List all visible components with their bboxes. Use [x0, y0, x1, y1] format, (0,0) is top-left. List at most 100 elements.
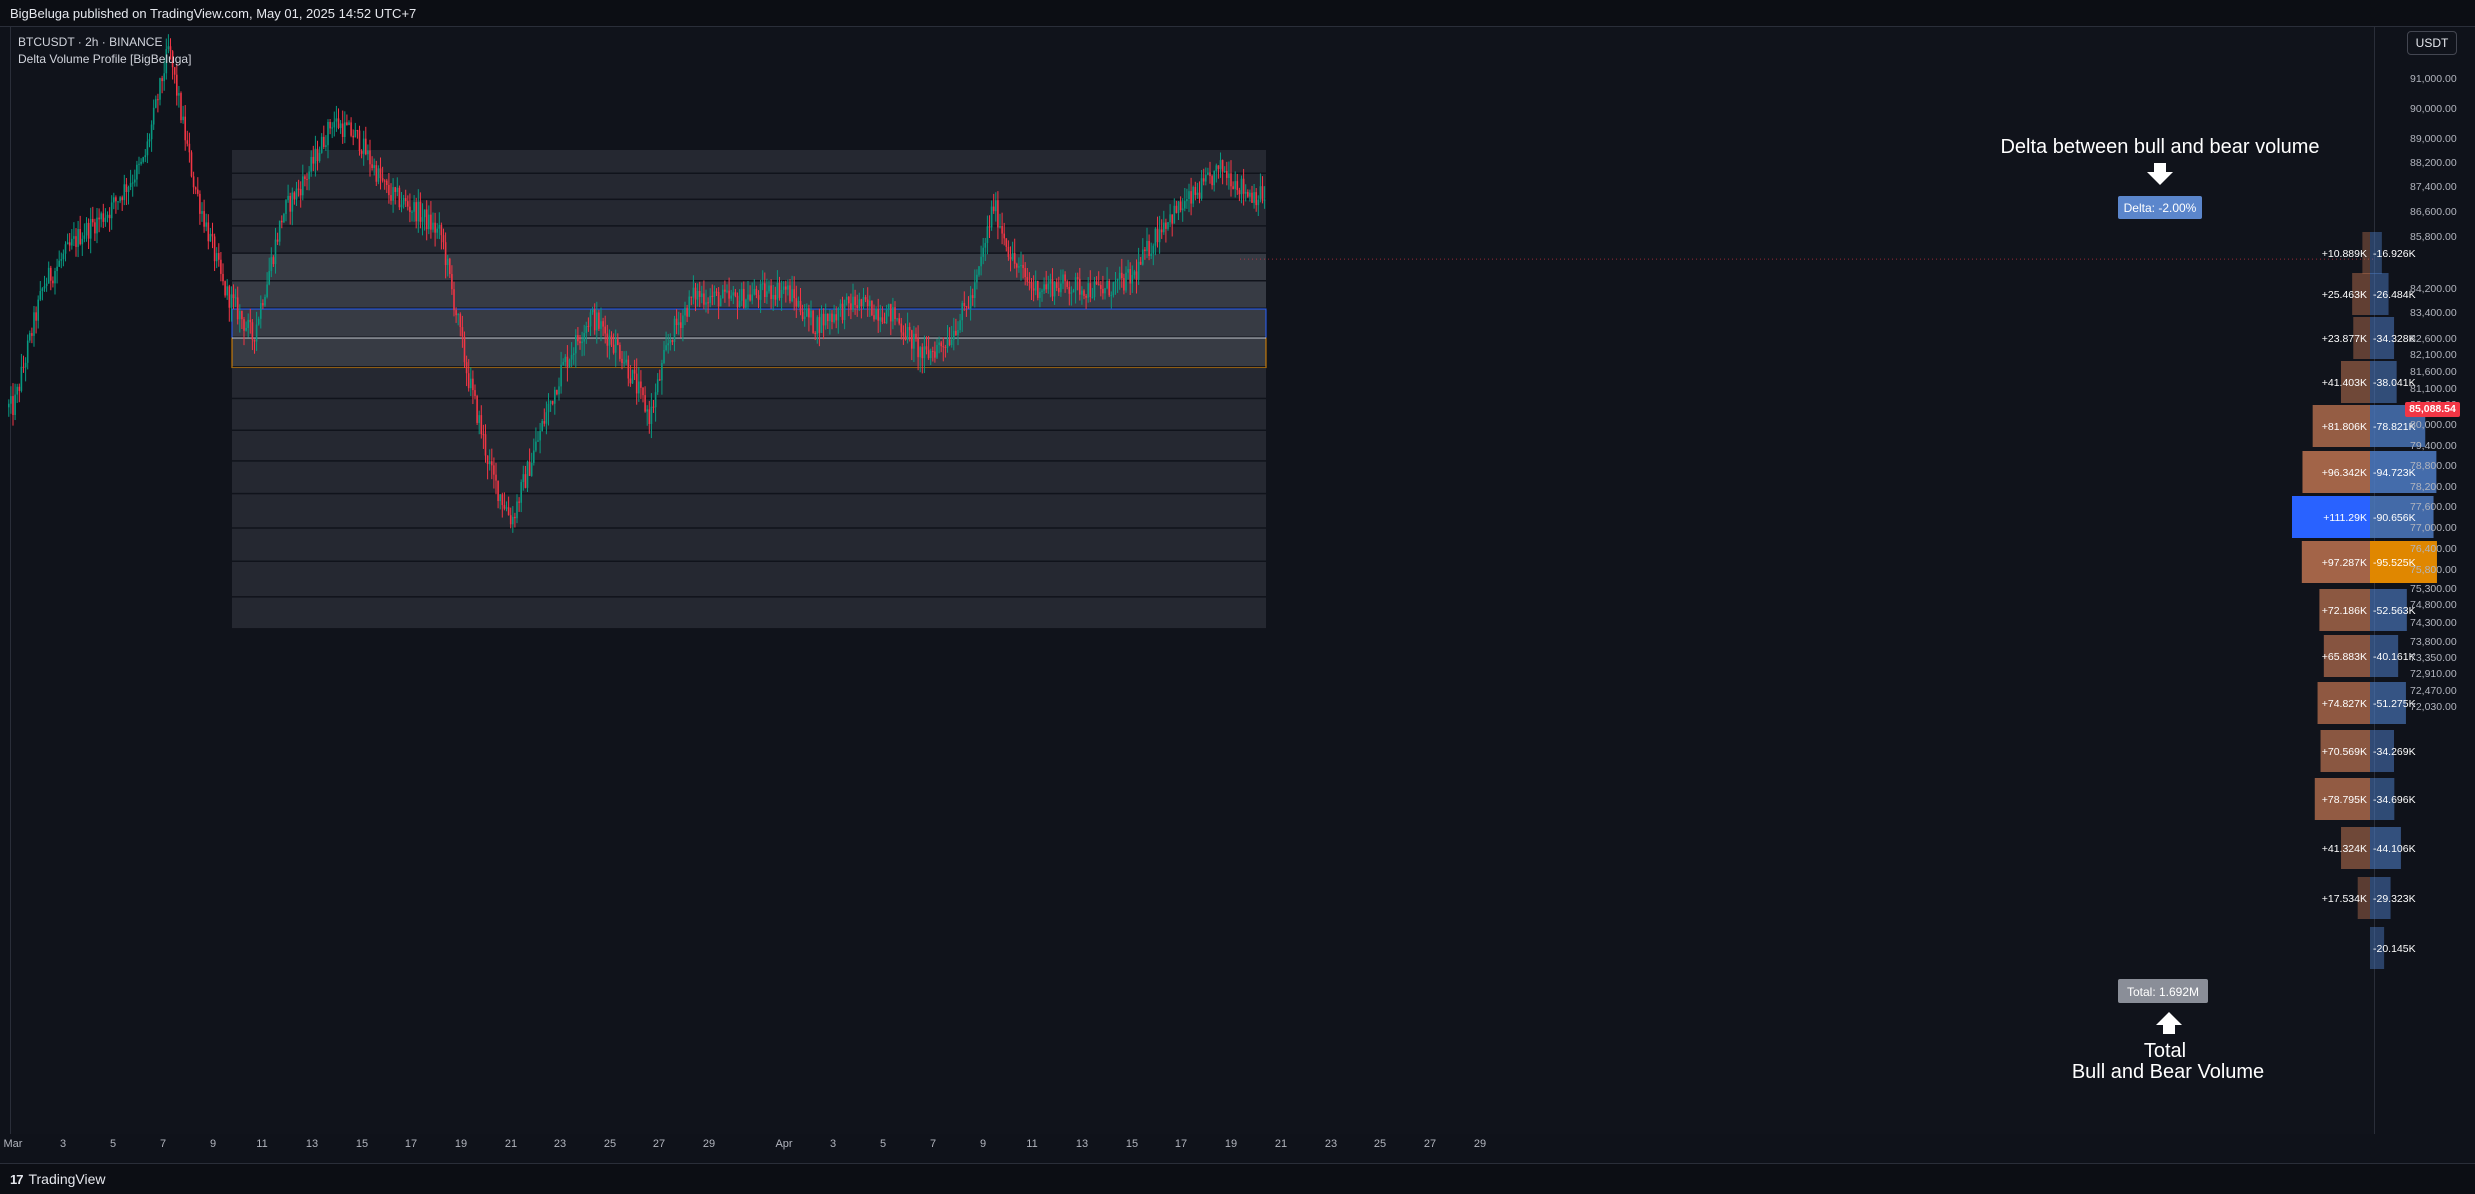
- candle-body: [1230, 173, 1232, 187]
- candle-body: [745, 299, 747, 308]
- candle-body: [795, 298, 798, 307]
- profile-band: [232, 562, 1266, 597]
- candle-body: [743, 288, 745, 308]
- candle-body: [108, 214, 111, 219]
- candle-body: [316, 148, 319, 161]
- bear-volume-bar: [2370, 877, 2391, 919]
- candle-body: [1209, 172, 1211, 177]
- candle-body: [266, 284, 268, 297]
- candle-body: [169, 46, 172, 52]
- candle-body: [45, 283, 48, 287]
- candle-body: [491, 461, 493, 466]
- candle-body: [377, 168, 380, 182]
- candle-body: [339, 123, 342, 128]
- candle-body: [995, 200, 997, 212]
- candle-body: [780, 289, 783, 298]
- candle-body: [1007, 246, 1010, 257]
- y-tick-label: 74,300.00: [2410, 617, 2457, 629]
- candle-body: [1223, 171, 1226, 173]
- candle-body: [459, 313, 462, 328]
- candle-body: [1003, 233, 1005, 239]
- x-tick-label: 7: [160, 1138, 166, 1150]
- x-tick-label: 21: [505, 1138, 517, 1150]
- candle-body: [650, 406, 653, 425]
- candle-body: [1228, 173, 1230, 178]
- bull-volume-label: +81.806K: [2322, 421, 2367, 433]
- bear-volume-label: -29.323K: [2373, 893, 2416, 905]
- candle-body: [1253, 192, 1255, 203]
- candle-body: [554, 389, 556, 404]
- candle-body: [404, 198, 407, 202]
- candle-body: [232, 294, 235, 299]
- candle-body: [333, 121, 336, 128]
- bull-volume-label: +111.29K: [2323, 512, 2367, 524]
- candle-body: [178, 93, 180, 96]
- candle-body: [572, 353, 575, 356]
- candle-body: [988, 226, 991, 228]
- y-tick-label: 84,200.00: [2410, 283, 2457, 295]
- candle-body: [18, 386, 21, 391]
- candle-body: [934, 351, 936, 358]
- candle-body: [961, 303, 963, 321]
- candle-body: [929, 350, 932, 359]
- candle-body: [215, 253, 218, 262]
- symbol-line[interactable]: BTCUSDT · 2h · BINANCE: [18, 35, 163, 49]
- candle-body: [213, 236, 216, 262]
- candle-body: [85, 222, 88, 236]
- candle-body: [327, 122, 329, 146]
- candle-body: [530, 462, 533, 476]
- publisher-text: BigBeluga published on TradingView.com, …: [10, 6, 417, 21]
- bear-volume-label: -34.328K: [2373, 333, 2416, 345]
- candle-body: [1106, 280, 1108, 289]
- candle-body: [617, 339, 619, 345]
- candle-body: [623, 362, 625, 364]
- bull-volume-bar: [2320, 730, 2370, 772]
- candle-body: [621, 358, 623, 363]
- candle-body: [587, 326, 590, 328]
- candle-body: [134, 179, 136, 183]
- currency-button[interactable]: USDT: [2407, 31, 2457, 55]
- y-tick-label: 73,350.00: [2410, 652, 2457, 664]
- candle-body: [976, 274, 978, 283]
- profile-band: [232, 226, 1266, 253]
- candle-body: [383, 180, 386, 182]
- x-tick-label: 27: [653, 1138, 665, 1150]
- candle-body: [677, 322, 680, 326]
- candle-body: [950, 339, 953, 346]
- candle-body: [858, 299, 861, 309]
- candle-body: [1074, 277, 1077, 291]
- candle-body: [682, 315, 684, 328]
- candle-body: [22, 366, 25, 368]
- candle-body: [1139, 261, 1142, 265]
- candle-body: [1177, 201, 1180, 213]
- total-badge: Total: 1.692M: [2127, 985, 2199, 999]
- candle-body: [602, 321, 604, 327]
- candle-body: [713, 291, 716, 297]
- candle-body: [959, 320, 961, 331]
- x-tick-label: Mar: [4, 1138, 23, 1150]
- candle-body: [965, 305, 968, 307]
- y-tick-label: 85,800.00: [2410, 231, 2457, 243]
- candle-body: [1068, 286, 1071, 294]
- candle-body: [957, 330, 959, 336]
- candle-body: [77, 229, 79, 247]
- candle-body: [984, 242, 987, 248]
- candle-body: [1184, 201, 1186, 209]
- candle-body: [58, 260, 60, 267]
- tradingview-logo[interactable]: 17 TradingView: [10, 1171, 106, 1187]
- candle-body: [1179, 201, 1182, 211]
- candle-body: [54, 271, 56, 284]
- candle-body: [812, 310, 814, 333]
- candle-body: [1142, 249, 1144, 265]
- candle-body: [1163, 222, 1165, 233]
- candle-body: [318, 152, 321, 161]
- bull-volume-bar: [2323, 635, 2370, 677]
- indicator-line[interactable]: Delta Volume Profile [BigBeluga]: [18, 52, 192, 66]
- candle-body: [184, 116, 186, 141]
- candle-body: [117, 201, 119, 203]
- candle-body: [600, 321, 602, 329]
- candle-body: [1121, 272, 1123, 279]
- bear-volume-label: -44.106K: [2373, 843, 2416, 855]
- candle-body: [661, 363, 663, 381]
